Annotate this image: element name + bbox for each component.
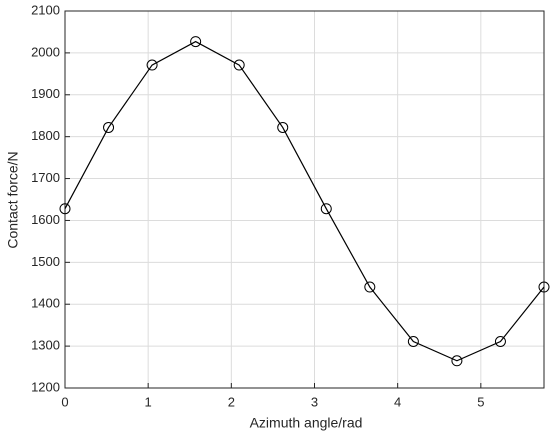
marker — [190, 36, 202, 48]
x-tick-label: 0 — [61, 394, 68, 409]
marker — [364, 281, 376, 293]
y-tick-label: 1700 — [31, 170, 60, 185]
marker — [451, 355, 463, 367]
y-tick-label: 1200 — [31, 379, 60, 394]
y-tick-label: 1600 — [31, 212, 60, 227]
plot-frame — [64, 10, 545, 389]
y-tick-label: 2100 — [31, 2, 60, 17]
marker — [538, 281, 550, 293]
marker — [494, 336, 506, 348]
y-tick-label: 1800 — [31, 128, 60, 143]
x-tick-label: 4 — [394, 394, 401, 409]
x-tick-label: 5 — [477, 394, 484, 409]
x-axis-label: Azimuth angle/rad — [250, 415, 363, 431]
marker — [407, 336, 419, 348]
y-tick-label: 1500 — [31, 254, 60, 269]
marker — [233, 59, 245, 71]
marker — [320, 203, 332, 215]
y-tick-label: 1400 — [31, 296, 60, 311]
marker — [277, 121, 289, 133]
y-axis-label: Contact force/N — [5, 151, 21, 248]
x-tick-label: 2 — [228, 394, 235, 409]
y-tick-label: 2000 — [31, 44, 60, 59]
marker — [59, 203, 71, 215]
y-tick-label: 1900 — [31, 86, 60, 101]
x-tick-label: 1 — [145, 394, 152, 409]
series-line — [64, 40, 545, 362]
x-tick-label: 3 — [311, 394, 318, 409]
y-tick-label: 1300 — [31, 338, 60, 353]
marker — [103, 121, 115, 133]
marker — [146, 59, 158, 71]
